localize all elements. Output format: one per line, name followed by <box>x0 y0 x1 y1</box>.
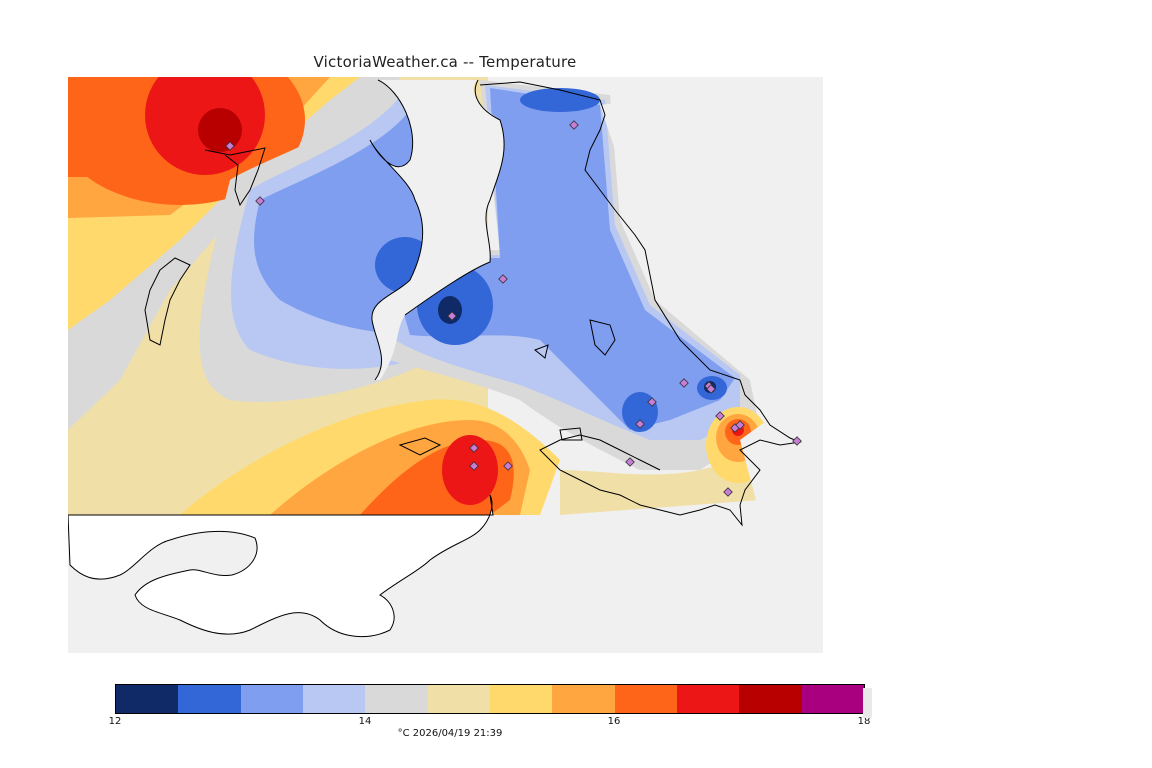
legend-swatch <box>302 685 366 713</box>
station-marker <box>735 420 745 430</box>
legend-swatch <box>801 685 864 713</box>
station-marker <box>635 419 645 429</box>
station-marker <box>447 311 457 321</box>
legend-caption: °C 2026/04/19 21:39 <box>397 728 503 739</box>
map-title: VictoriaWeather.ca -- Temperature <box>313 53 577 71</box>
legend-swatch <box>116 685 179 713</box>
station-marker <box>569 120 579 130</box>
temperature-field-east <box>390 80 770 515</box>
station-marker <box>792 436 802 446</box>
legend-swatch <box>676 685 740 713</box>
legend-color-bar <box>115 684 865 714</box>
legend-swatch <box>614 685 677 713</box>
station-marker <box>469 461 479 471</box>
legend-swatch <box>552 685 615 713</box>
coastlines <box>144 79 802 527</box>
legend-tick-18: 18 <box>857 716 871 727</box>
legend-swatch <box>427 685 490 713</box>
legend-shadow <box>863 688 872 718</box>
station-marker <box>706 384 716 394</box>
legend-swatch <box>489 685 553 713</box>
station-marker <box>647 397 657 407</box>
legend-swatch <box>240 685 303 713</box>
temperature-legend: 12 14 16 18 <box>109 684 870 727</box>
station-marker <box>255 196 265 206</box>
legend-tick-12: 12 <box>108 716 122 727</box>
legend-tick-14: 14 <box>358 716 372 727</box>
station-marker <box>723 487 733 497</box>
legend-swatch <box>178 685 241 713</box>
station-marker <box>503 461 513 471</box>
station-marker <box>715 411 725 421</box>
south-land <box>68 494 494 638</box>
legend-swatch <box>739 685 802 713</box>
legend-swatch <box>365 685 428 713</box>
temperature-map <box>68 77 823 653</box>
station-marker <box>625 457 635 467</box>
weather-stations <box>225 120 802 497</box>
legend-tick-16: 16 <box>607 716 621 727</box>
station-marker <box>498 274 508 284</box>
sea-areas <box>370 77 823 515</box>
station-marker <box>225 141 235 151</box>
station-marker <box>679 378 689 388</box>
temperature-field <box>68 77 560 515</box>
station-marker <box>469 443 479 453</box>
